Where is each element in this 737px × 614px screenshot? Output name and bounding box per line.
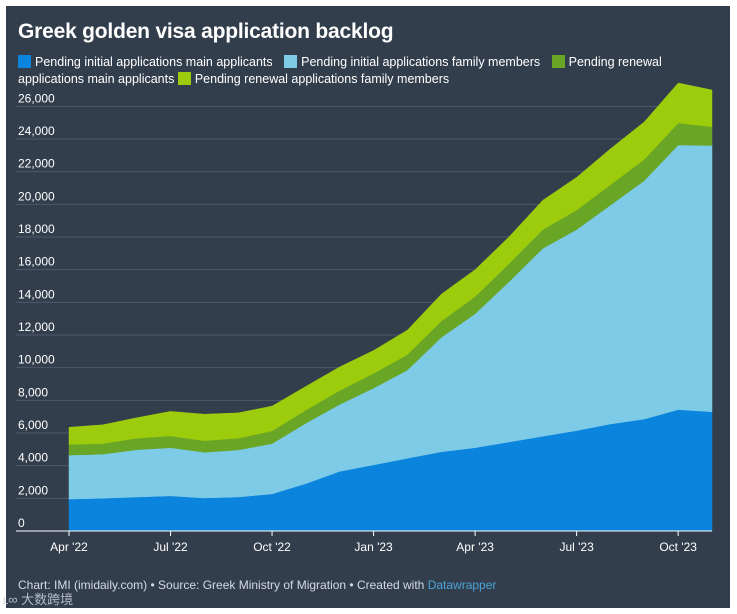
chart-credit: Chart: IMI (imidaily.com)	[18, 578, 148, 592]
stacked-area-chart: 0 2,000 4,000 6,000 8,000 10,000 12,000 14,000 1…	[16, 82, 713, 554]
y-tick-label: 20,000	[18, 189, 55, 203]
legend-item-renewal-main: Pending renewal applications main applic…	[18, 55, 662, 86]
y-tick-label: 14,000	[18, 287, 55, 301]
y-tick-label: 24,000	[18, 124, 55, 138]
x-tick-label: Oct '23	[659, 540, 697, 554]
chart-footer: Chart: IMI (imidaily.com) • Source: Gree…	[18, 578, 496, 592]
x-tick-label: Oct '22	[253, 540, 291, 554]
chart-title: Greek golden visa application backlog	[18, 20, 394, 43]
y-tick-label: 4,000	[18, 451, 48, 465]
y-tick-label: 10,000	[18, 353, 55, 367]
legend-swatch-initial-family	[284, 55, 298, 68]
area-series-4	[68, 82, 713, 445]
datawrapper-link[interactable]: Datawrapper	[427, 578, 497, 592]
legend-label-renewal-family: Pending renewal applications family memb…	[194, 72, 450, 86]
created-with-label: Created with	[356, 578, 425, 592]
legend-label-renewal-main: Pending renewal applications main applic…	[18, 55, 662, 86]
legend-swatch-renewal-family	[177, 72, 191, 85]
y-tick-label: 8,000	[18, 385, 48, 399]
x-tick-label: Apr '22	[50, 540, 88, 554]
legend-swatch-renewal-main	[551, 55, 565, 68]
y-tick-label: 6,000	[18, 418, 48, 432]
y-tick-label: 26,000	[18, 91, 55, 105]
x-axis: Apr '22 Jul '22 Oct '22 Jan '23 Apr '23 Jul '…	[16, 530, 712, 554]
watermark-text: 大数跨境	[21, 592, 74, 607]
x-tick-label: Jul '22	[153, 540, 188, 554]
area-series	[68, 82, 713, 532]
footer-separator-1: •	[150, 578, 155, 592]
y-tick-label: 0	[18, 516, 25, 530]
x-tick-label: Jan '23	[354, 540, 393, 554]
y-tick-label: 2,000	[18, 483, 48, 497]
chart-source: Source: Greek Ministry of Migration	[158, 578, 347, 592]
legend: Pending initial applications main applic…	[18, 54, 718, 88]
x-tick-label: Apr '23	[456, 540, 494, 554]
x-tick-label: Jul '23	[559, 540, 594, 554]
watermark-logo-icon: ʟ∞	[3, 592, 18, 607]
y-tick-label: 22,000	[18, 157, 55, 171]
chart-card: Greek golden visa application backlog Pe…	[6, 6, 730, 608]
legend-label-initial-main: Pending initial applications main applic…	[35, 55, 273, 69]
y-tick-label: 16,000	[18, 255, 55, 269]
footer-separator-2: •	[349, 578, 354, 592]
y-axis-ticks: 0 2,000 4,000 6,000 8,000 10,000 12,000 14,000 1…	[18, 91, 55, 530]
legend-item-renewal-family: Pending renewal applications family memb…	[177, 72, 450, 86]
y-tick-label: 12,000	[18, 320, 55, 334]
legend-item-initial-family: Pending initial applications family memb…	[284, 55, 540, 69]
legend-swatch-initial-main	[18, 55, 31, 68]
legend-item-initial-main: Pending initial applications main applic…	[18, 55, 273, 69]
legend-label-initial-family: Pending initial applications family memb…	[301, 55, 541, 69]
y-tick-label: 18,000	[18, 222, 55, 236]
watermark: ʟ∞ 大数跨境	[3, 589, 73, 608]
